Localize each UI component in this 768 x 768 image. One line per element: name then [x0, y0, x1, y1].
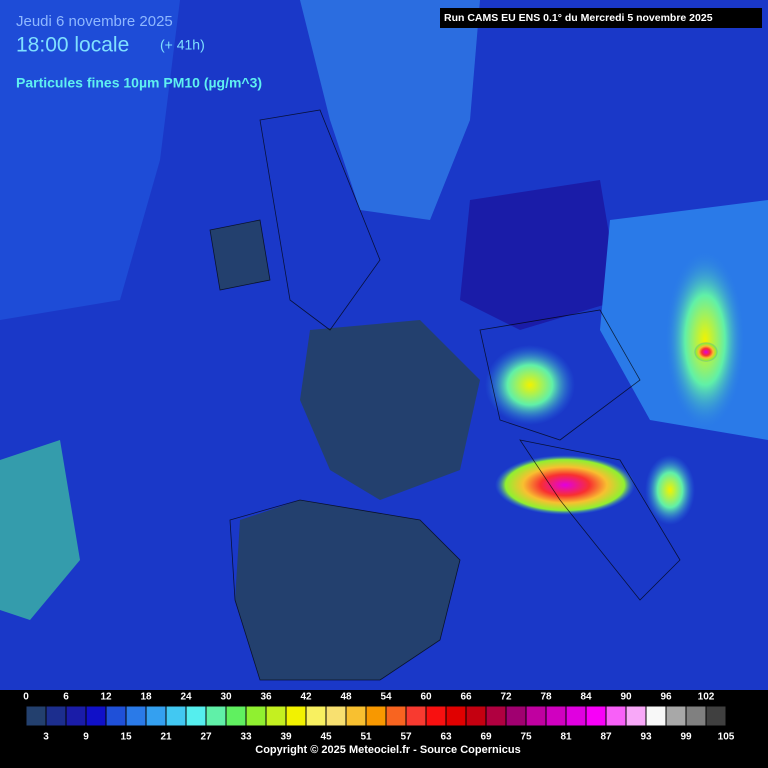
legend-swatch [425, 705, 447, 727]
legend-swatch [265, 705, 287, 727]
legend-swatch [85, 705, 107, 727]
legend-tick-label: 105 [718, 732, 735, 743]
legend-tick-label: 93 [640, 732, 652, 743]
legend-swatch [285, 705, 307, 727]
legend-tick-label: 33 [240, 732, 252, 743]
legend-tick-label: 84 [580, 692, 592, 703]
parameter: Particules fines 10µm PM10 (µg/m^3) [16, 75, 262, 91]
legend-swatch [125, 705, 147, 727]
legend-swatch [665, 705, 687, 727]
legend-swatch [65, 705, 87, 727]
legend-tick-label: 69 [480, 732, 492, 743]
legend-swatch [485, 705, 507, 727]
legend-swatch [305, 705, 327, 727]
legend-swatch [445, 705, 467, 727]
legend: 0369121518212427303336394245485154576063… [23, 692, 747, 743]
legend-tick-label: 81 [560, 732, 572, 743]
legend-swatch [25, 705, 47, 727]
legend-tick-label: 75 [520, 732, 532, 743]
legend-swatch [465, 705, 487, 727]
legend-swatch [245, 705, 267, 727]
legend-tick-label: 60 [420, 692, 432, 703]
legend-tick-label: 9 [83, 732, 89, 743]
legend-tick-label: 0 [23, 692, 29, 703]
legend-swatch [685, 705, 707, 727]
legend-tick-label: 6 [63, 692, 69, 703]
legend-tick-label: 57 [400, 732, 412, 743]
legend-swatch [605, 705, 627, 727]
legend-swatch [625, 705, 647, 727]
lead-time: (+ 41h) [160, 37, 205, 53]
legend-tick-label: 51 [360, 732, 372, 743]
legend-tick-label: 21 [160, 732, 172, 743]
legend-tick-label: 27 [200, 732, 212, 743]
legend-swatch [145, 705, 167, 727]
legend-swatch [505, 705, 527, 727]
legend-tick-label: 78 [540, 692, 552, 703]
legend-tick-label: 99 [680, 732, 692, 743]
legend-tick-label: 45 [320, 732, 332, 743]
legend-swatch [165, 705, 187, 727]
copyright: Copyright © 2025 Meteociel.fr - Source C… [255, 744, 520, 756]
legend-tick-label: 30 [220, 692, 232, 703]
legend-tick-label: 24 [180, 692, 192, 703]
legend-swatch [525, 705, 547, 727]
legend-swatch [45, 705, 67, 727]
legend-tick-label: 3 [43, 732, 49, 743]
legend-tick-label: 102 [698, 692, 715, 703]
time: 18:00 locale [16, 34, 129, 57]
legend-swatch [185, 705, 207, 727]
legend-tick-label: 87 [600, 732, 612, 743]
legend-tick-label: 36 [260, 692, 272, 703]
legend-swatch [325, 705, 347, 727]
legend-swatch [345, 705, 367, 727]
legend-swatch [205, 705, 227, 727]
legend-tick-label: 90 [620, 692, 632, 703]
legend-swatch [365, 705, 387, 727]
legend-tick-label: 63 [440, 732, 452, 743]
legend-tick-label: 54 [380, 692, 392, 703]
run-box [440, 8, 762, 28]
legend-swatch [545, 705, 567, 727]
legend-swatch [585, 705, 607, 727]
legend-tick-label: 18 [140, 692, 152, 703]
legend-tick-label: 72 [500, 692, 512, 703]
legend-tick-label: 39 [280, 732, 292, 743]
legend-tick-label: 42 [300, 692, 312, 703]
legend-swatch [405, 705, 427, 727]
legend-tick-label: 12 [100, 692, 112, 703]
legend-swatch [725, 705, 747, 727]
legend-swatch [385, 705, 407, 727]
legend-swatch [225, 705, 247, 727]
legend-tick-label: 96 [660, 692, 672, 703]
legend-tick-label: 15 [120, 732, 132, 743]
legend-swatch [705, 705, 727, 727]
legend-tick-label: 66 [460, 692, 472, 703]
legend-swatch [565, 705, 587, 727]
legend-tick-label: 48 [340, 692, 352, 703]
legend-swatch [645, 705, 667, 727]
legend-swatch [105, 705, 127, 727]
date: Jeudi 6 novembre 2025 [16, 13, 173, 30]
run-info: Run CAMS EU ENS 0.1° du Mercredi 5 novem… [444, 12, 713, 24]
